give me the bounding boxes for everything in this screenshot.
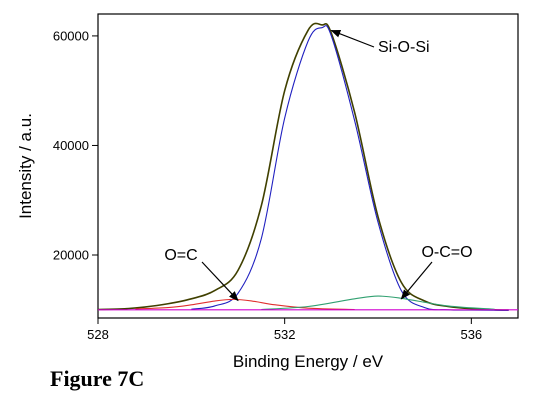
annotation-arrow [400,261,433,300]
x-tick-label: 528 [87,327,109,342]
series-layer [97,22,518,311]
annotation-arrow [201,261,239,302]
annotation-arrow [330,29,375,48]
y-tick-label: 40000 [53,138,89,153]
y-tick-label: 60000 [53,28,89,43]
y-axis-title: Intensity / a.u. [16,113,35,219]
annotation-label: O-C=O [421,244,472,261]
annotation-label: Si-O-Si [378,39,430,56]
series-line-fit [261,295,495,311]
figure-caption: Figure 7C [50,366,145,391]
x-tick-label: 536 [460,327,482,342]
axis-ticks: 528 532 536 20000 40000 60000 [53,28,482,342]
x-tick-label: 532 [274,327,296,342]
plot-frame [97,13,519,319]
annotation-layer: Si-O-Si O=C O-C=O [164,29,473,302]
y-tick-label: 20000 [53,248,89,263]
x-axis-title: Binding Energy / eV [233,352,384,371]
series-line-measured [97,22,509,311]
annotation-label: O=C [164,247,197,264]
